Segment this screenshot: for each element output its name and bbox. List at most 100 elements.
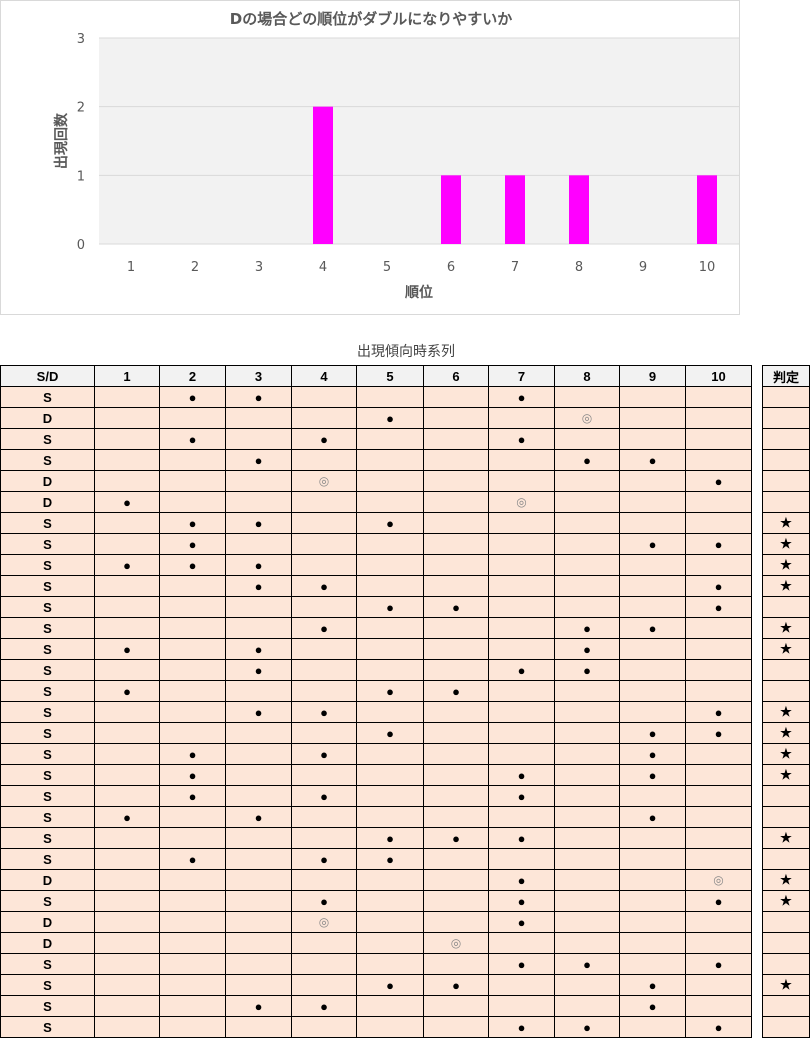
mark-cell: [423, 428, 489, 450]
mark-cell: [94, 407, 160, 429]
mark-cell: [423, 722, 489, 744]
mark-cell: [356, 785, 424, 807]
mark-cell: ●: [159, 554, 226, 576]
mark-cell: ●: [423, 596, 489, 618]
mark-cell: [94, 827, 160, 849]
type-cell: S: [0, 386, 95, 408]
bar: [505, 175, 525, 244]
table-row: S ● ● ●: [0, 554, 752, 576]
mark-cell: [619, 680, 686, 702]
table-row: S ● ● ●: [0, 386, 752, 408]
judge-cell: [762, 596, 810, 618]
mark-cell: [619, 575, 686, 597]
mark-cell: ●: [291, 785, 357, 807]
table-row: S ● ● ●: [0, 428, 752, 450]
x-tick-label: 5: [383, 260, 391, 275]
mark-cell: ●: [488, 869, 555, 891]
type-cell: S: [0, 806, 95, 828]
mark-cell: [159, 806, 226, 828]
mark-cell: [291, 491, 357, 513]
mark-cell: ●: [423, 827, 489, 849]
mark-cell: [488, 533, 555, 555]
mark-cell: [488, 470, 555, 492]
mark-cell: [225, 617, 292, 639]
table-row: D ◎: [0, 932, 752, 954]
judge-cell: [762, 848, 810, 870]
mark-cell: [225, 596, 292, 618]
mark-cell: [291, 596, 357, 618]
table-row: D ◎ ●: [0, 470, 752, 492]
mark-cell: [685, 638, 752, 660]
mark-cell: [159, 722, 226, 744]
judge-cell: [762, 785, 810, 807]
mark-cell: [619, 386, 686, 408]
x-tick-label: 10: [699, 260, 716, 275]
mark-cell: [423, 491, 489, 513]
type-cell: S: [0, 974, 95, 996]
mark-cell: [356, 911, 424, 933]
mark-cell: [423, 743, 489, 765]
mark-cell: [159, 1016, 226, 1038]
mark-cell: [554, 743, 620, 765]
mark-cell: [619, 428, 686, 450]
type-cell: S: [0, 596, 95, 618]
x-tick-label: 4: [319, 260, 327, 275]
mark-cell: [291, 932, 357, 954]
mark-cell: [488, 554, 555, 576]
mark-cell: [554, 869, 620, 891]
mark-cell: [685, 386, 752, 408]
mark-cell: [554, 680, 620, 702]
mark-cell: ●: [488, 386, 555, 408]
mark-cell: [423, 848, 489, 870]
mark-cell: ●: [94, 638, 160, 660]
table-row: S ● ● ●: [0, 953, 752, 975]
mark-cell: [291, 386, 357, 408]
mark-cell: [159, 995, 226, 1017]
mark-cell: ●: [159, 743, 226, 765]
mark-cell: [356, 533, 424, 555]
mark-cell: ●: [619, 995, 686, 1017]
column-header: 3: [225, 365, 292, 387]
mark-cell: ●: [356, 974, 424, 996]
mark-cell: ◎: [554, 407, 620, 429]
mark-cell: [423, 470, 489, 492]
mark-cell: ●: [159, 764, 226, 786]
mark-cell: [619, 1016, 686, 1038]
mark-cell: ●: [554, 1016, 620, 1038]
type-cell: D: [0, 491, 95, 513]
table-row: S ● ● ●: [0, 764, 752, 786]
mark-cell: [619, 785, 686, 807]
type-cell: S: [0, 680, 95, 702]
mark-cell: [225, 470, 292, 492]
mark-cell: [619, 512, 686, 534]
mark-cell: [423, 953, 489, 975]
table-row: S ● ● ●: [0, 575, 752, 597]
column-header: 8: [554, 365, 620, 387]
mark-cell: ●: [619, 449, 686, 471]
mark-cell: [225, 869, 292, 891]
mark-cell: [94, 869, 160, 891]
mark-cell: ●: [94, 680, 160, 702]
mark-cell: ●: [291, 575, 357, 597]
mark-cell: [554, 848, 620, 870]
mark-cell: ●: [225, 554, 292, 576]
mark-cell: [685, 827, 752, 849]
mark-cell: [94, 1016, 160, 1038]
mark-cell: [291, 512, 357, 534]
mark-cell: ●: [619, 974, 686, 996]
bar: [441, 175, 461, 244]
column-header: S/D: [0, 365, 95, 387]
table-row: S ● ● ●: [0, 890, 752, 912]
y-tick-label: 3: [77, 32, 85, 47]
mark-cell: [554, 827, 620, 849]
mark-cell: [225, 743, 292, 765]
mark-cell: [159, 932, 226, 954]
mark-cell: [225, 932, 292, 954]
mark-cell: ●: [685, 890, 752, 912]
mark-cell: ●: [94, 491, 160, 513]
mark-cell: ●: [685, 533, 752, 555]
mark-cell: [619, 638, 686, 660]
table-row: S ● ● ●: [0, 638, 752, 660]
mark-cell: [356, 386, 424, 408]
